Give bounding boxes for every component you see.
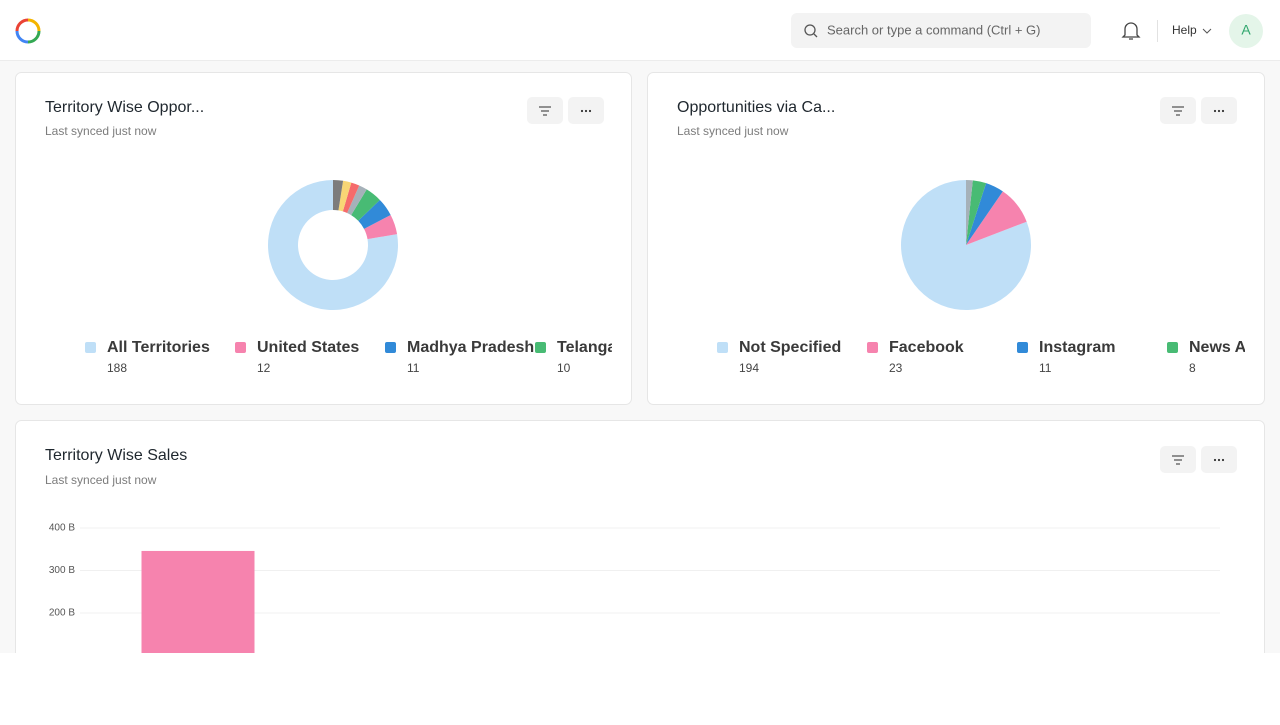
logo[interactable] <box>15 18 41 44</box>
legend-swatch <box>867 342 878 353</box>
filter-icon <box>1172 106 1184 116</box>
search-icon <box>804 24 816 36</box>
legend-value: 12 <box>257 361 271 375</box>
avatar-initial: A <box>1241 22 1251 38</box>
slice <box>351 189 380 221</box>
legend-value: 10 <box>557 361 571 375</box>
help-menu[interactable]: Help <box>1172 23 1197 37</box>
search-placeholder: Search or type a command (Ctrl + G) <box>827 22 1041 37</box>
filter-icon <box>1172 455 1184 465</box>
filter-icon <box>539 106 551 116</box>
card-title: Opportunities via Ca... <box>677 99 835 116</box>
card-subtitle: Last synced just now <box>45 473 157 487</box>
search-icon <box>813 33 818 38</box>
legend-value: 11 <box>1039 361 1052 375</box>
menu-dot <box>1221 458 1225 462</box>
y-tick-label: 300 B <box>49 565 75 576</box>
legend-swatch <box>85 342 96 353</box>
legend-value: 194 <box>739 361 759 375</box>
legend-label: Not Specified <box>739 339 841 356</box>
legend-swatch <box>1167 342 1178 353</box>
legend: All Territories 188 United States 12 Madhya … <box>85 339 616 375</box>
y-tick-label: 200 B <box>49 608 75 619</box>
menu-dot <box>1217 458 1221 462</box>
legend-value: 23 <box>889 361 903 375</box>
slice <box>364 214 398 240</box>
slice <box>358 199 391 229</box>
menu-dot <box>1217 109 1221 113</box>
slice <box>347 185 367 216</box>
legend-swatch <box>535 342 546 353</box>
menu-dot <box>584 109 588 113</box>
legend-value: 8 <box>1189 361 1196 375</box>
slice <box>966 191 1027 245</box>
legend-label: All Territories <box>107 339 210 356</box>
slice <box>966 180 987 245</box>
menu-dot <box>1213 458 1217 462</box>
notification-bell[interactable] <box>1121 22 1141 40</box>
card-title: Territory Wise Oppor... <box>45 99 204 116</box>
avatar[interactable] <box>1229 14 1263 48</box>
legend-label: Madhya Pradesh <box>407 339 534 356</box>
slice <box>333 180 344 211</box>
legend-label: Instagram <box>1039 339 1115 356</box>
legend: Not Specified 194 Facebook 23 Instagram 11 New… <box>717 339 1247 375</box>
card <box>15 72 632 405</box>
card-subtitle: Last synced just now <box>45 124 157 138</box>
legend-value: 11 <box>407 361 420 375</box>
legend-label: Telanga <box>557 339 616 356</box>
card-subtitle: Last synced just now <box>677 124 789 138</box>
page-bottom <box>0 653 1280 720</box>
legend-swatch <box>235 342 246 353</box>
slice <box>966 180 973 245</box>
legend-swatch <box>717 342 728 353</box>
help-chevron <box>1202 28 1212 34</box>
legend-swatch <box>1017 342 1028 353</box>
menu-dot <box>580 109 584 113</box>
slice <box>338 180 352 212</box>
legend-swatch <box>385 342 396 353</box>
slice <box>901 180 1031 311</box>
menu-dot <box>1221 109 1225 113</box>
slice <box>966 183 1003 245</box>
slice <box>267 180 398 310</box>
card-title: Territory Wise Sales <box>45 447 187 464</box>
menu-dot <box>588 109 592 113</box>
legend-label: United States <box>257 339 359 356</box>
legend-value: 188 <box>107 361 127 375</box>
menu-dot <box>1213 109 1217 113</box>
legend-label: Facebook <box>889 339 964 356</box>
legend-label: News A <box>1189 339 1247 356</box>
y-tick-label: 400 B <box>49 523 75 534</box>
search-box[interactable] <box>791 13 1091 48</box>
slice <box>342 182 360 213</box>
